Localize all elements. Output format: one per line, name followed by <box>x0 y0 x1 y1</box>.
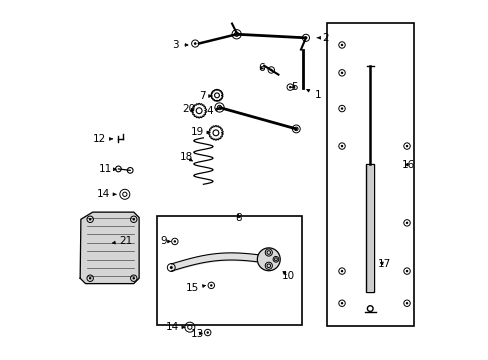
Bar <box>366 166 373 291</box>
Text: 2: 2 <box>316 33 328 43</box>
Text: 4: 4 <box>206 106 219 116</box>
Text: 5: 5 <box>290 82 297 92</box>
Bar <box>326 23 413 327</box>
Text: 13: 13 <box>190 329 203 339</box>
Circle shape <box>340 72 343 74</box>
Text: 3: 3 <box>172 40 187 50</box>
Text: 14: 14 <box>165 322 184 332</box>
Circle shape <box>405 302 407 305</box>
Text: 17: 17 <box>378 258 391 269</box>
Circle shape <box>340 107 343 110</box>
Text: 12: 12 <box>93 134 112 144</box>
Text: 16: 16 <box>401 159 415 170</box>
Text: 1: 1 <box>306 90 321 100</box>
Text: 8: 8 <box>235 213 241 223</box>
Circle shape <box>340 44 343 46</box>
Circle shape <box>304 36 306 39</box>
Circle shape <box>210 284 212 287</box>
Circle shape <box>89 277 91 279</box>
Circle shape <box>173 240 176 243</box>
Text: 20: 20 <box>182 104 195 114</box>
Circle shape <box>340 145 343 147</box>
Circle shape <box>132 277 135 279</box>
Bar <box>157 216 301 325</box>
Text: 11: 11 <box>99 164 116 174</box>
Text: 10: 10 <box>281 271 294 282</box>
Circle shape <box>340 302 343 305</box>
Text: 18: 18 <box>180 153 193 162</box>
Circle shape <box>257 248 280 271</box>
Text: 7: 7 <box>199 91 211 101</box>
Circle shape <box>405 270 407 272</box>
Text: 15: 15 <box>186 283 205 293</box>
Circle shape <box>288 86 291 88</box>
Text: 14: 14 <box>97 189 116 199</box>
Circle shape <box>340 270 343 272</box>
Circle shape <box>206 331 208 334</box>
Text: 21: 21 <box>112 236 132 246</box>
Circle shape <box>269 69 272 71</box>
Circle shape <box>405 222 407 224</box>
Circle shape <box>89 218 91 221</box>
Text: 19: 19 <box>190 127 209 138</box>
Text: 9: 9 <box>160 237 170 247</box>
Circle shape <box>193 42 196 45</box>
Text: 6: 6 <box>258 63 264 73</box>
Bar <box>366 164 373 292</box>
Circle shape <box>405 145 407 147</box>
Circle shape <box>169 266 172 269</box>
Polygon shape <box>80 212 139 284</box>
Circle shape <box>132 218 135 221</box>
